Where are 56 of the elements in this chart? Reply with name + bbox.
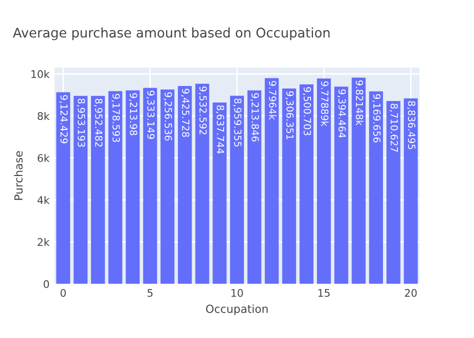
x-tick-label: 15 [318, 289, 330, 297]
bar [230, 96, 244, 284]
data-label: 9,333.149 [146, 90, 155, 139]
data-label: 9.77889k [321, 81, 329, 127]
data-label: 9,532.592 [198, 86, 207, 134]
data-label: 9,124.429 [59, 95, 68, 144]
bar [56, 92, 70, 284]
data-label: 9,306.351 [285, 91, 294, 140]
bar [91, 96, 105, 284]
bar [300, 84, 314, 284]
bar [282, 88, 296, 284]
bar [74, 96, 88, 284]
data-label: 9.82148k [356, 80, 364, 126]
data-label: 9,500.703 [302, 87, 312, 136]
data-label: 8,836.495 [406, 101, 416, 150]
y-tick-label: 6k [38, 154, 50, 162]
bar [247, 90, 262, 284]
bar [316, 78, 331, 284]
data-label: 9,256.536 [164, 92, 172, 141]
y-tick-label: 2k [38, 238, 50, 246]
data-label: 8,953.193 [76, 98, 86, 147]
bar [334, 86, 348, 284]
bar [178, 86, 192, 284]
data-label: 9,178.593 [112, 94, 120, 142]
y-tick-label: 10k [32, 70, 50, 78]
bar [212, 102, 227, 284]
bar [352, 78, 366, 284]
x-tick-label: 0 [60, 288, 66, 297]
data-label: 8,637.744 [216, 105, 224, 154]
bar [160, 90, 174, 284]
x-tick-label: 5 [148, 289, 153, 297]
bar [143, 88, 158, 284]
bar [369, 91, 383, 284]
data-label: 9,425.728 [181, 88, 190, 137]
chart-title: Average purchase amount based on Occupation [12, 27, 330, 40]
x-axis-title: Occupation [206, 304, 268, 316]
x-tick-label: 20 [404, 288, 417, 297]
data-label: 9,213.846 [250, 93, 259, 142]
data-label: 8,710.627 [390, 104, 398, 152]
y-axis-title: Purchase [14, 151, 23, 200]
y-tick-label: 8k [38, 112, 50, 120]
bar [404, 98, 418, 284]
data-label: 8,959.355 [233, 98, 242, 147]
y-tick-label: 4k [38, 196, 50, 204]
x-tick-label: 10 [232, 288, 243, 297]
data-label: 8,952.482 [94, 98, 102, 147]
data-label: 9,394.464 [337, 89, 346, 138]
data-label: 9,213.98 [128, 93, 138, 136]
bar [264, 78, 279, 284]
data-label: 9,169.656 [372, 94, 381, 142]
bar [386, 100, 400, 284]
bar [195, 84, 210, 284]
bar [126, 90, 140, 284]
data-label: 9.7964k [268, 80, 276, 120]
y-tick-label: 0 [44, 280, 49, 288]
bar [108, 91, 122, 284]
